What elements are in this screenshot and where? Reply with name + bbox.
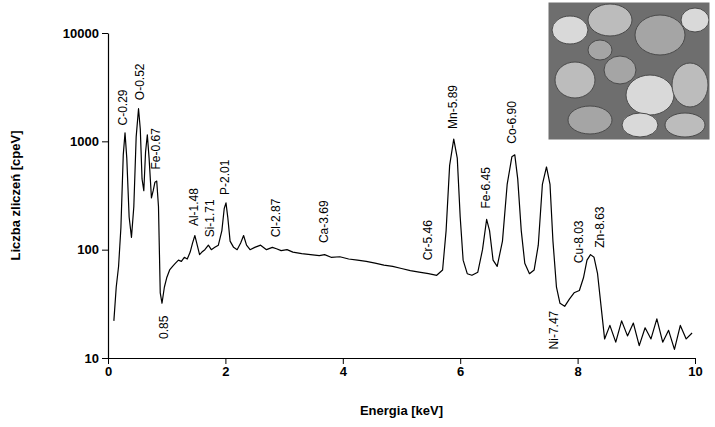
peak-label: Cl-2.87 xyxy=(269,198,283,237)
inset-border xyxy=(548,2,710,140)
peak-label: 0.85 xyxy=(157,315,171,339)
x-tick-mark xyxy=(225,358,226,364)
y-tick: 100 xyxy=(77,242,108,257)
y-tick-label: 1000 xyxy=(70,134,99,149)
inset-grain xyxy=(635,15,685,55)
y-axis-title: Liczba zliczeń [cpeV] xyxy=(8,130,23,260)
inset-grain xyxy=(626,75,674,115)
peak-label: P-2.01 xyxy=(218,159,232,195)
y-tick-mark xyxy=(102,358,108,359)
peak-label: Ca-3.69 xyxy=(317,200,331,243)
peak-label: Cr-5.46 xyxy=(421,220,435,260)
x-tick-label: 4 xyxy=(340,364,348,379)
sem-image-inset xyxy=(548,2,710,140)
y-tick-label: 100 xyxy=(77,242,99,257)
x-tick-mark xyxy=(108,358,109,364)
x-tick: 2 xyxy=(222,358,229,379)
y-tick-label: 10000 xyxy=(63,26,99,41)
y-tick-mark xyxy=(102,33,108,34)
x-tick-label: 2 xyxy=(222,364,229,379)
inset-grain xyxy=(568,106,612,134)
x-tick-label: 10 xyxy=(688,364,702,379)
peak-label: Si-1.71 xyxy=(203,199,217,237)
x-tick: 8 xyxy=(574,358,581,379)
x-tick: 4 xyxy=(340,358,348,379)
y-tick: 1000 xyxy=(70,134,108,149)
x-tick: 0 xyxy=(105,358,112,379)
peak-label: Mn-5.89 xyxy=(446,85,460,129)
x-tick: 10 xyxy=(688,358,702,379)
y-axis-line xyxy=(108,34,109,359)
x-tick-mark xyxy=(343,358,344,364)
inset-grain xyxy=(604,56,636,84)
y-tick: 10 xyxy=(85,351,108,366)
inset-grain xyxy=(552,16,588,44)
x-tick-label: 0 xyxy=(105,364,112,379)
inset-grain xyxy=(681,8,709,32)
chart: 0 2 4 6 8 10 10 100 1000 10000 C-0.29O-0.52 Fe-0.67… xyxy=(0,0,715,427)
peak-label: Cu-8.03 xyxy=(572,220,586,263)
x-tick-mark xyxy=(460,358,461,364)
y-tick: 10000 xyxy=(63,26,108,41)
inset-grain xyxy=(665,113,705,137)
inset-grain xyxy=(555,62,595,98)
x-axis: 0 2 4 6 8 10 xyxy=(105,358,703,379)
x-tick-mark xyxy=(695,358,696,364)
peak-label: O-0.52 xyxy=(133,63,147,100)
y-tick-label: 10 xyxy=(85,351,99,366)
x-axis-title: Energia [keV] xyxy=(360,403,443,418)
inset-grain xyxy=(588,4,632,36)
x-tick: 6 xyxy=(457,358,464,379)
inset-grain xyxy=(672,63,708,107)
peak-label: Ni-7.47 xyxy=(547,310,561,349)
y-tick-mark xyxy=(102,141,108,142)
x-axis-line xyxy=(109,358,696,359)
peak-label: Co-6.90 xyxy=(505,101,519,144)
y-tick-mark xyxy=(102,250,108,251)
inset-grain xyxy=(588,40,612,60)
x-tick-mark xyxy=(578,358,579,364)
peak-label: Fe-6.45 xyxy=(479,167,493,209)
inset-background xyxy=(548,2,710,140)
peak-label: Fe-0.67 xyxy=(149,128,163,170)
x-tick-label: 6 xyxy=(457,364,464,379)
x-tick-label: 8 xyxy=(574,364,581,379)
annotations: C-0.29O-0.52 Fe-0.67 0.85 Al-1.48Si-1.71P-2… xyxy=(116,63,607,349)
peak-label: C-0.29 xyxy=(116,89,130,125)
peak-label: Al-1.48 xyxy=(187,188,201,226)
spectrum-line xyxy=(114,109,692,350)
inset-grain xyxy=(622,113,658,137)
peak-label: Zn-8.63 xyxy=(593,206,607,248)
y-axis: 10 100 1000 10000 xyxy=(63,26,109,366)
series-group xyxy=(114,109,692,350)
